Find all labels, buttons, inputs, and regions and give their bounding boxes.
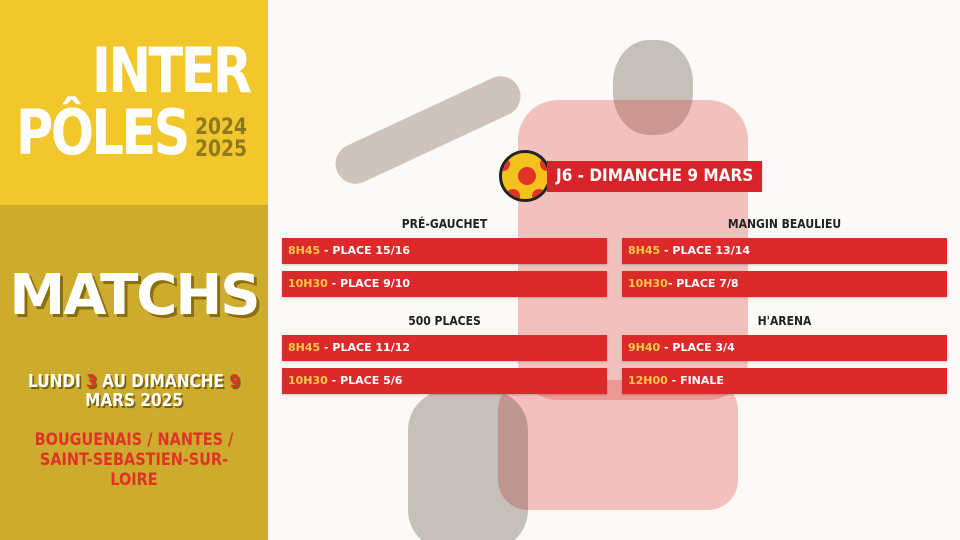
match-row: 10H30- PLACE 7/8 <box>622 271 947 297</box>
match-label: PLACE 9/10 <box>340 277 411 290</box>
separator: - <box>660 341 673 354</box>
day-header: J6 - DIMANCHE 9 MARS <box>499 150 786 202</box>
match-label: FINALE <box>680 374 724 387</box>
match-row: 8H45 - PLACE 15/16 <box>282 238 607 264</box>
event-dates: LUNDI 3 AU DIMANCHE 9 MARS 2025 <box>28 371 240 411</box>
venue-name: H'ARENA <box>757 314 812 328</box>
separator: - <box>320 244 333 257</box>
separator: - <box>327 374 341 387</box>
match-row: 8H45 - PLACE 11/12 <box>282 335 607 361</box>
match-row: 10H30 - PLACE 9/10 <box>282 271 607 297</box>
match-label: PLACE 11/12 <box>332 341 411 354</box>
separator: - <box>327 277 341 290</box>
day-label: J6 - DIMANCHE 9 MARS <box>547 160 763 192</box>
match-time: 9H40 <box>628 341 661 354</box>
match-label: PLACE 3/4 <box>672 341 735 354</box>
match-time: 12H00 <box>628 374 668 387</box>
match-label: PLACE 13/14 <box>672 244 751 257</box>
match-label: PLACE 7/8 <box>676 277 739 290</box>
brand-line1: INTER <box>92 34 252 107</box>
match-row: 10H30 - PLACE 5/6 <box>282 368 607 394</box>
brand-line2: PÔLES <box>16 96 190 169</box>
match-time: 10H30 <box>288 277 328 290</box>
venue-name: MANGIN BEAULIEU <box>727 217 842 231</box>
venue-name: 500 PLACES <box>408 314 481 328</box>
background-player-photo <box>268 0 960 540</box>
match-label: PLACE 15/16 <box>332 244 411 257</box>
separator: - <box>320 341 333 354</box>
match-time: 10H30 <box>288 374 328 387</box>
info-panel <box>0 205 268 540</box>
match-row: 8H45 - PLACE 13/14 <box>622 238 947 264</box>
match-row: 12H00 - FINALE <box>622 368 947 394</box>
season-years: 2024 2025 <box>195 115 248 162</box>
title-panel <box>0 0 268 205</box>
match-time: 8H45 <box>628 244 661 257</box>
separator: - <box>667 277 677 290</box>
venue-name: PRÉ-GAUCHET <box>401 217 488 231</box>
separator: - <box>667 374 681 387</box>
match-row: 9H40 - PLACE 3/4 <box>622 335 947 361</box>
handball-icon <box>499 150 551 202</box>
match-time: 8H45 <box>288 244 321 257</box>
event-cities: BOUGUENAIS / NANTES / SAINT-SEBASTIEN-SUR… <box>34 430 234 490</box>
separator: - <box>660 244 673 257</box>
match-label: PLACE 5/6 <box>340 374 403 387</box>
match-time: 10H30 <box>628 277 668 290</box>
match-time: 8H45 <box>288 341 321 354</box>
section-title: MATCHS <box>9 263 260 328</box>
